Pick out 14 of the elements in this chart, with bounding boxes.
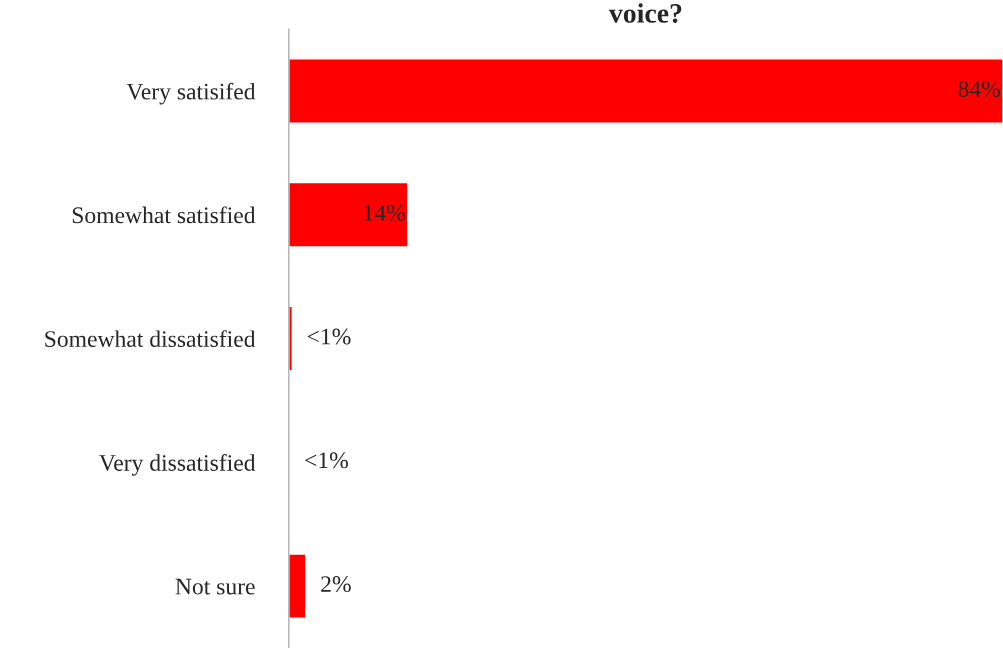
bar (288, 553, 307, 619)
data-label: 2% (321, 576, 351, 593)
data-label: 14% (364, 204, 405, 221)
y-tick-label: Very satisifed (126, 82, 256, 105)
y-tick-label: Not sure (175, 578, 255, 595)
bar (288, 181, 409, 248)
y-tick-label: Somewhat dissatisfied (45, 330, 256, 347)
chart-title: voice? (608, 3, 682, 23)
y-tick-label: Somewhat satisfied (72, 206, 256, 224)
data-label: 84% (958, 81, 1001, 98)
data-label: <1% (307, 328, 351, 345)
data-label: <1% (305, 452, 348, 469)
y-tick-label: Very dissatisfied (99, 454, 256, 476)
bar (288, 58, 1003, 124)
